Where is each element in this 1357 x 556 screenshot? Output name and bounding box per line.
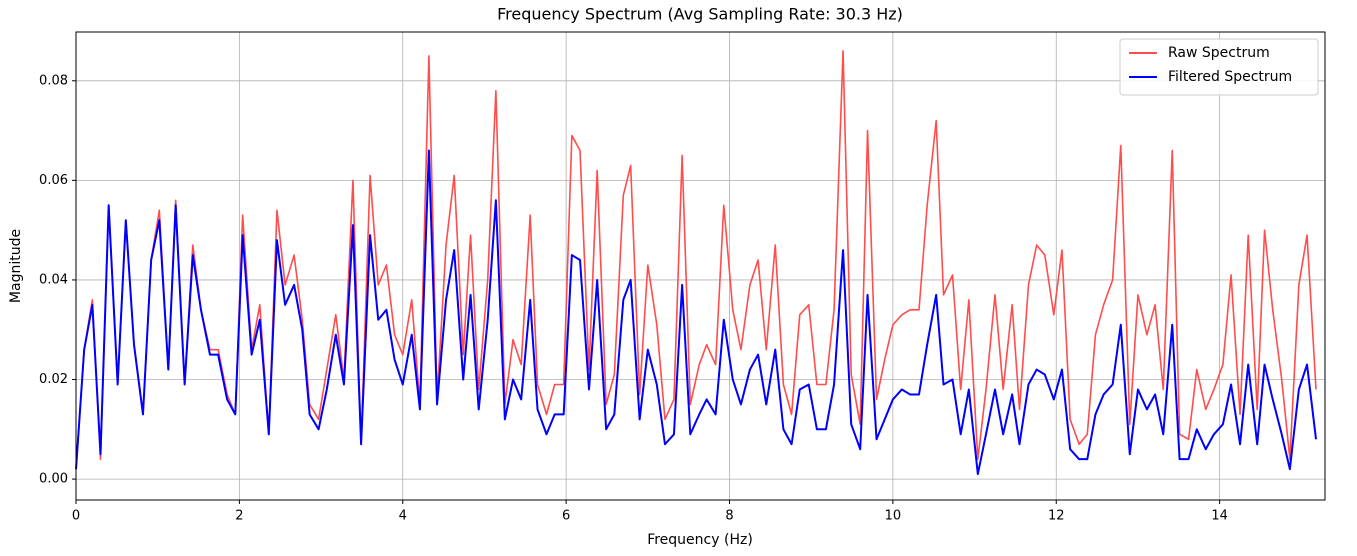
y-tick-label: 0.08 bbox=[39, 73, 68, 88]
y-tick-label: 0.04 bbox=[39, 272, 68, 287]
series-line bbox=[75, 149, 1318, 476]
y-axis-label: Magnitude bbox=[8, 229, 24, 303]
legend-label: Filtered Spectrum bbox=[1168, 69, 1292, 85]
x-tick-label: 12 bbox=[1048, 509, 1065, 524]
x-axis-label: Frequency (Hz) bbox=[647, 532, 753, 548]
legend-label: Raw Spectrum bbox=[1168, 45, 1270, 61]
series-line bbox=[75, 50, 1317, 470]
x-tick-label: 6 bbox=[562, 509, 570, 524]
x-tick-label: 14 bbox=[1211, 509, 1228, 524]
legend: Raw Spectrum Filtered Spectrum bbox=[1119, 38, 1319, 96]
y-tick-label: 0.06 bbox=[39, 173, 68, 188]
y-tick-label: 0.00 bbox=[39, 472, 68, 487]
plot-frame bbox=[75, 31, 1326, 501]
chart-title: Frequency Spectrum (Avg Sampling Rate: 3… bbox=[497, 5, 903, 24]
x-tick-label: 10 bbox=[885, 509, 902, 524]
x-tick-label: 8 bbox=[725, 509, 733, 524]
x-tick-label: 4 bbox=[399, 509, 407, 524]
y-tick-label: 0.02 bbox=[39, 372, 68, 387]
legend-box bbox=[1119, 38, 1319, 96]
x-tick-label: 0 bbox=[72, 509, 80, 524]
x-tick-label: 2 bbox=[235, 509, 243, 524]
